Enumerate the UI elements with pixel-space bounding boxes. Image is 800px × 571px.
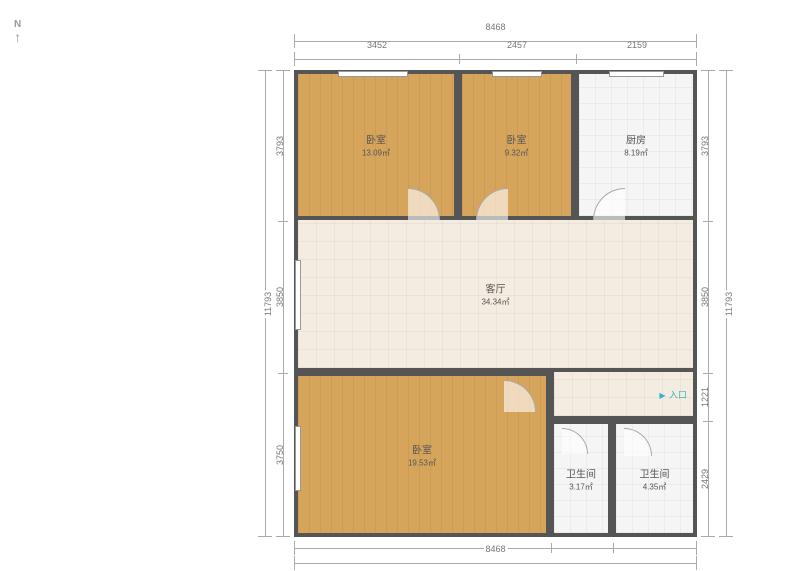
window-icon [295, 426, 301, 491]
dim-right-seg2: 3850 [700, 287, 710, 307]
room-kitchen: 厨房 8.19㎡ [575, 70, 697, 220]
room-bedroom-bl: 卧室 19.53㎡ [294, 372, 550, 537]
entry-label: 入口 [669, 390, 687, 400]
room-label: 卫生间 4.35㎡ [640, 465, 670, 492]
room-bedroom-tl: 卧室 13.09㎡ [294, 70, 458, 220]
room-label: 厨房 8.19㎡ [624, 132, 648, 159]
dim-left-seg2: 3850 [275, 287, 285, 307]
room-name: 卧室 [408, 441, 436, 456]
room-bath1: 卫生间 3.17㎡ [550, 420, 612, 537]
window-icon [295, 260, 301, 330]
room-bedroom-tm: 卧室 9.32㎡ [458, 70, 575, 220]
dim-right-seg1: 3793 [700, 136, 710, 156]
room-name: 卧室 [505, 132, 529, 147]
room-area: 13.09㎡ [362, 148, 390, 159]
dim-bottom-total-label: 8468 [483, 544, 507, 554]
room-name: 卫生间 [566, 465, 596, 480]
room-area: 4.35㎡ [640, 481, 670, 492]
dim-top-seg3: 2159 [627, 40, 647, 50]
room-name: 厨房 [624, 132, 648, 147]
dim-top-seg1: 3452 [367, 40, 387, 50]
dim-right-seg3: 1221 [700, 387, 710, 407]
room-name: 客厅 [481, 281, 509, 296]
dim-left-total-label: 11793 [263, 289, 273, 317]
floor-plan-canvas: N ↑ 8468 3452 2457 2159 4972 1307 1790 8… [0, 0, 800, 571]
door-icon [593, 188, 625, 220]
room-label: 卧室 13.09㎡ [362, 132, 390, 159]
room-area: 9.32㎡ [505, 148, 529, 159]
room-bath2: 卫生间 4.35㎡ [612, 420, 697, 537]
room-area: 19.53㎡ [408, 457, 436, 468]
door-icon [504, 380, 536, 412]
dim-left-segments: 3793 3850 3750 [276, 70, 290, 537]
compass-arrow-icon: ↑ [14, 30, 21, 44]
door-icon [624, 428, 652, 456]
dim-left-seg3: 3750 [275, 445, 285, 465]
entry-marker: 入口 [659, 388, 687, 401]
room-label: 客厅 34.34㎡ [481, 281, 509, 308]
room-name: 卫生间 [640, 465, 670, 480]
door-icon [476, 188, 508, 220]
door-icon [408, 188, 440, 220]
dim-bottom-total: 8468 [294, 556, 697, 570]
door-icon [562, 428, 588, 454]
room-area: 3.17㎡ [566, 481, 596, 492]
dim-right-seg4: 2429 [700, 469, 710, 489]
dim-left-seg1: 3793 [275, 136, 285, 156]
room-label: 卧室 9.32㎡ [505, 132, 529, 159]
window-icon [609, 71, 664, 77]
dim-right-total: 11793 [719, 70, 733, 537]
dim-top-segments: 3452 2457 2159 [294, 52, 697, 66]
room-label: 卧室 19.53㎡ [408, 441, 436, 468]
room-area: 8.19㎡ [624, 148, 648, 159]
window-icon [338, 71, 408, 77]
dim-right-segments: 3793 3850 1221 2429 [701, 70, 715, 537]
dim-top-total-label: 8468 [483, 22, 507, 32]
floor-plan: 卧室 13.09㎡ 卧室 9.32㎡ 厨房 8.19㎡ 客厅 [294, 70, 697, 537]
room-living: 客厅 34.34㎡ [294, 220, 697, 372]
dim-top-seg2: 2457 [507, 40, 527, 50]
dim-right-total-label: 11793 [724, 289, 734, 317]
window-icon [492, 71, 542, 77]
room-living-ext: 入口 [550, 372, 697, 420]
room-name: 卧室 [362, 132, 390, 147]
room-area: 34.34㎡ [481, 297, 509, 308]
compass-indicator: N ↑ [14, 20, 21, 44]
room-label: 卫生间 3.17㎡ [566, 465, 596, 492]
dim-left-total: 11793 [258, 70, 272, 537]
